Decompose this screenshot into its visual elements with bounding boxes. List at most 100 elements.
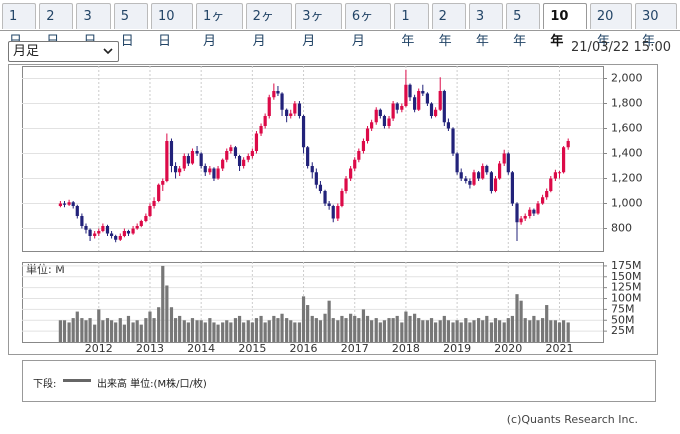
volume-bar <box>566 322 570 342</box>
candle-body <box>225 151 229 160</box>
tab[interactable]: 5年 <box>506 3 541 49</box>
candle-body <box>229 147 233 151</box>
volume-bar <box>254 318 259 342</box>
candle-body <box>361 141 366 151</box>
tab[interactable]: 2ヶ月 <box>245 3 293 49</box>
tab[interactable]: 5日 <box>113 3 148 49</box>
tab[interactable]: 20年 <box>589 3 632 49</box>
y-tick-label: 100M <box>611 292 642 305</box>
volume-bar <box>336 320 340 342</box>
candle-body <box>485 166 489 173</box>
legend-entry: 出来高 単位:(M株/口/枚) <box>97 379 207 390</box>
volume-bar <box>182 320 186 342</box>
candle-body <box>242 159 246 166</box>
volume-bar <box>139 324 143 342</box>
volume-bar <box>464 318 468 342</box>
volume-bar <box>365 315 370 342</box>
volume-bar <box>280 313 284 342</box>
candle-body <box>489 172 494 191</box>
candle-body <box>126 231 131 234</box>
volume-bar <box>323 313 327 342</box>
candle-body <box>182 156 186 169</box>
tab[interactable]: 10年 <box>543 3 587 49</box>
volume-bar <box>195 320 199 342</box>
volume-bar <box>318 320 323 342</box>
x-tick-label: 2015 <box>238 342 266 355</box>
volume-bar <box>272 315 276 342</box>
candle-body <box>472 172 476 185</box>
candle-body <box>395 103 399 110</box>
volume-bar <box>190 318 195 342</box>
tab[interactable]: 10日 <box>150 3 194 49</box>
volume-bar <box>301 296 306 342</box>
y-tick-label: 25M <box>611 324 635 337</box>
candle-body <box>148 206 152 216</box>
candle-body <box>105 226 110 234</box>
candle-body <box>62 203 67 205</box>
period-select[interactable]: 月足 <box>8 41 119 62</box>
candle-body <box>464 178 468 181</box>
volume-bar <box>310 315 314 342</box>
legend: 下段: 出来高 単位:(M株/口/枚) <box>22 360 656 402</box>
volume-bar <box>549 320 553 342</box>
y-tick-label: 150M <box>611 270 642 283</box>
candle-body <box>233 147 238 156</box>
volume-bar <box>497 320 502 342</box>
volume-bar <box>276 318 280 342</box>
candle-body <box>468 181 472 185</box>
tab[interactable]: 2年 <box>431 3 466 49</box>
volume-bar <box>212 322 216 342</box>
volume-bar <box>344 318 348 342</box>
volume-bar <box>88 318 92 342</box>
volume-bar <box>225 320 229 342</box>
volume-bar <box>557 322 562 342</box>
y-tick-label: 1,200 <box>611 172 643 185</box>
volume-bar <box>493 318 498 342</box>
tab[interactable]: 6ヶ月 <box>344 3 392 49</box>
volume-bar <box>340 315 344 342</box>
volume-bar <box>203 322 207 342</box>
volume-bar <box>267 320 271 342</box>
tab[interactable]: 3ヶ月 <box>295 3 342 49</box>
volume-bar <box>246 320 250 342</box>
volume-bar <box>135 320 139 342</box>
candle-body <box>553 172 557 179</box>
volume-bar <box>528 320 532 342</box>
volume-bar <box>357 318 361 342</box>
tab[interactable]: 3年 <box>468 3 504 49</box>
y-tick-label: 175M <box>611 259 642 272</box>
volume-bar <box>118 318 122 342</box>
volume-bar <box>126 315 131 342</box>
candle-body <box>331 206 335 219</box>
candle-body <box>216 168 220 179</box>
period-label: 月足 <box>13 44 40 59</box>
volume-bar <box>400 322 404 342</box>
candle-body <box>212 168 216 179</box>
volume-bar <box>289 320 293 342</box>
tab[interactable]: 1ヶ月 <box>196 3 243 49</box>
candle-body <box>540 197 545 204</box>
candle-body <box>246 156 250 160</box>
candle-body <box>327 203 331 206</box>
candle-body <box>254 133 259 151</box>
volume-bar <box>446 320 451 342</box>
candle-body <box>370 122 374 129</box>
candle-body <box>272 91 276 98</box>
volume-bar <box>71 318 75 342</box>
volume-bar <box>331 318 335 342</box>
candle-body <box>561 147 566 173</box>
volume-bar <box>84 320 88 342</box>
volume-bar <box>250 322 254 342</box>
candle-body <box>169 141 174 166</box>
candle-body <box>340 191 344 206</box>
tab[interactable]: 1年 <box>394 3 429 49</box>
candle-body <box>451 128 455 154</box>
y-tick-label: 1,000 <box>611 197 643 210</box>
volume-bar <box>229 322 233 342</box>
candle-body <box>93 233 97 236</box>
x-tick-label: 2013 <box>136 342 164 355</box>
volume-bar <box>459 322 463 342</box>
tab[interactable]: 30年 <box>635 3 678 49</box>
volume-bar <box>105 318 110 342</box>
volume-bar <box>442 315 446 342</box>
